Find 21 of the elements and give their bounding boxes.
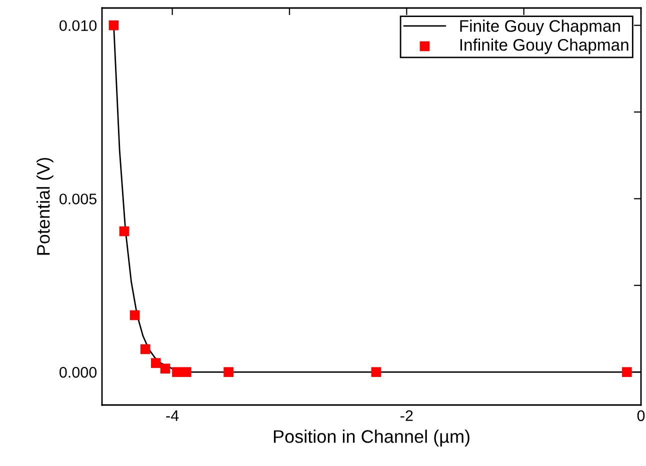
y-tick-label: 0.005 [60,194,96,204]
point [371,367,382,377]
x-tick-label: 0 [637,410,645,422]
y-tick-label: 0.010 [60,20,97,32]
point [172,367,182,377]
point [108,20,119,30]
point [622,367,632,377]
point [150,358,161,368]
x-axis-title: Position in Channel (µm) [274,430,470,446]
point [140,344,150,354]
legend-label: Finite Gouy Chapman [460,20,620,36]
x-tick-label: -2 [400,410,413,421]
point [119,226,130,236]
point [181,367,192,377]
point [160,364,170,374]
x-tick-label: -4 [166,410,179,421]
point [130,310,140,320]
text: 0.000 [60,366,97,378]
y-axis-title: Potential (V) [36,158,54,255]
legend-label: Infinite Gouy Chapman [460,38,628,54]
point [224,367,234,377]
